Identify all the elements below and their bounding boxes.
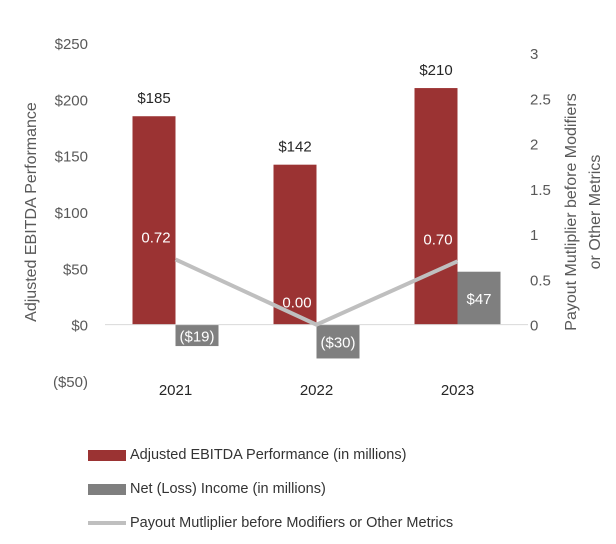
left-axis-ticks: $250 $200 $150 $100 $50 $0 ($50) (53, 36, 88, 391)
legend-label-payout: Payout Mutliplier before Modifiers or Ot… (130, 515, 454, 531)
bar-marks (132, 88, 501, 359)
left-tick-label: $200 (55, 92, 88, 109)
ebitda-value-label: $185 (137, 90, 170, 107)
x-tick-label: 2023 (441, 382, 474, 399)
right-tick-label: 2.5 (530, 91, 551, 108)
left-axis-title: Adjusted EBITDA Performance (23, 102, 40, 322)
net-income-bar (316, 324, 360, 359)
x-axis-ticks: 2021 2022 2023 (159, 382, 474, 399)
legend-item-payout: Payout Mutliplier before Modifiers or Ot… (88, 506, 608, 540)
x-tick-label: 2021 (159, 382, 192, 399)
payout-line-series (174, 257, 459, 327)
legend-swatch-net-income (88, 483, 126, 495)
right-tick-label: 1 (530, 227, 538, 244)
ebitda-bar (273, 164, 317, 325)
right-axis-title-line2: or Other Metrics (587, 155, 604, 270)
right-tick-label: 0 (530, 318, 538, 335)
legend-item-net-income: Net (Loss) Income (in millions) (88, 472, 608, 506)
x-tick-label: 2022 (300, 382, 333, 399)
ebitda-value-label: $142 (278, 139, 311, 156)
legend-label-net-income: Net (Loss) Income (in millions) (130, 481, 326, 497)
legend-swatch-ebitda (88, 449, 126, 461)
payout-value-label: 0.00 (282, 295, 311, 312)
net-income-value-label: ($30) (320, 335, 355, 352)
ebitda-bar (132, 116, 176, 325)
legend-swatch-payout (88, 521, 126, 525)
net-income-value-label: ($19) (179, 328, 214, 345)
net-income-bar (457, 271, 501, 325)
right-tick-label: 2 (530, 137, 538, 154)
payout-value-label: 0.72 (141, 229, 170, 246)
data-labels: $185 ($19) $142 ($30) $210 $47 0.72 0.00 0.70 (137, 62, 491, 352)
net-income-bar (175, 324, 219, 347)
right-tick-label: 3 (530, 46, 538, 63)
right-tick-label: 0.5 (530, 272, 551, 289)
left-tick-label: ($50) (53, 374, 88, 391)
legend-label-ebitda: Adjusted EBITDA Performance (in millions… (130, 447, 407, 463)
left-tick-label: $100 (55, 205, 88, 222)
ebitda-value-label: $210 (419, 62, 452, 79)
right-tick-label: 1.5 (530, 182, 551, 199)
left-tick-label: $0 (71, 318, 88, 335)
left-tick-label: $250 (55, 36, 88, 53)
right-axis-ticks: 3 2.5 2 1.5 1 0.5 0 (530, 46, 551, 335)
payout-value-label: 0.70 (423, 231, 452, 248)
right-axis-title-line1: Payout Mutliplier before Modifiers (563, 93, 580, 330)
left-tick-label: $50 (63, 261, 88, 278)
left-tick-label: $150 (55, 149, 88, 166)
legend-item-ebitda: Adjusted EBITDA Performance (in millions… (88, 438, 608, 472)
net-income-value-label: $47 (466, 291, 491, 308)
legend: Adjusted EBITDA Performance (in millions… (88, 438, 608, 540)
ebitda-bar (414, 88, 458, 325)
